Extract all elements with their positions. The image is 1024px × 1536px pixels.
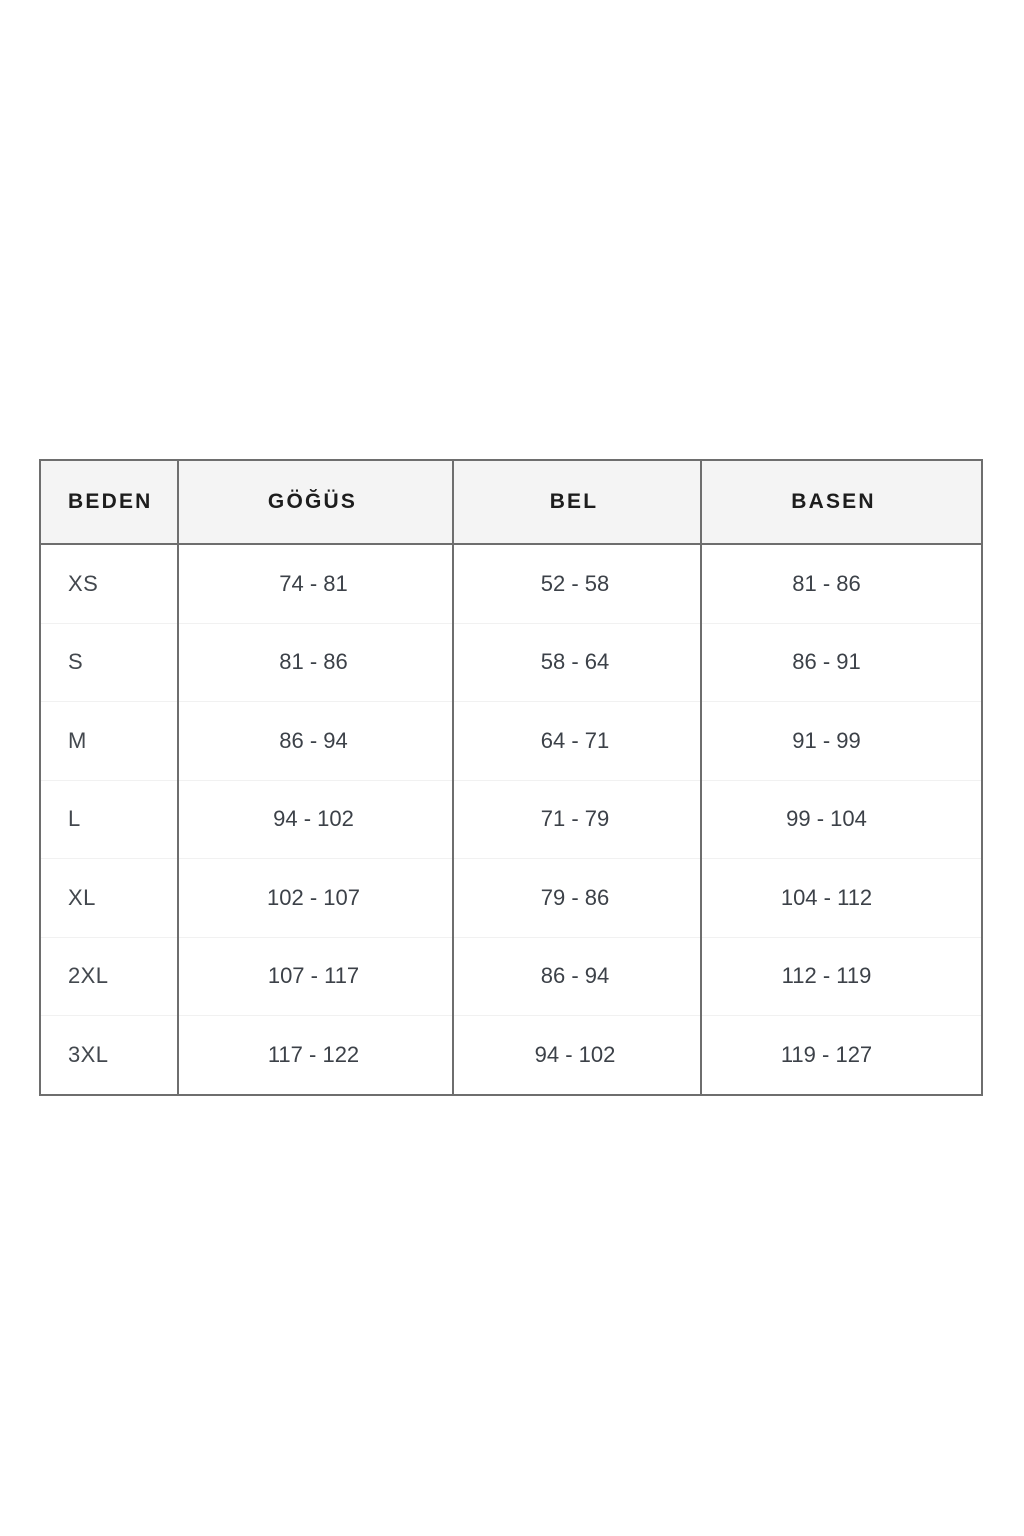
cell-gogus-value: 94 - 102: [273, 806, 354, 832]
cell-basen: 91 - 99: [701, 701, 982, 781]
cell-gogus-value: 117 - 122: [267, 1041, 360, 1067]
size-chart-body: XS 74 - 81 52 - 58 81 - 86 S 81 - 86 58 …: [40, 544, 982, 1095]
cell-basen-value: 99 - 104: [786, 806, 867, 832]
table-row: 3XL 117 - 122 94 - 102 119 - 127: [40, 1015, 982, 1095]
cell-basen-value: 104 - 112: [780, 884, 873, 910]
cell-gogus: 86 - 94: [178, 701, 454, 781]
cell-gogus: 94 - 102: [178, 780, 454, 859]
cell-bel-value: 58 - 64: [540, 649, 610, 675]
column-header-basen: BASEN: [701, 460, 982, 545]
cell-basen-value: 119 - 127: [780, 1041, 873, 1067]
cell-bel: 86 - 94: [453, 937, 702, 1016]
column-header-beden: BEDEN: [40, 460, 179, 545]
size-chart-table: BEDEN GÖĞÜS BEL BASEN XS 74 - 81 52 - 58…: [39, 459, 983, 1096]
cell-beden: XL: [40, 858, 179, 938]
cell-bel-value: 71 - 79: [540, 806, 610, 832]
cell-basen: 119 - 127: [701, 1015, 982, 1095]
cell-bel-value: 86 - 94: [540, 963, 610, 989]
cell-gogus: 107 - 117: [178, 937, 454, 1016]
table-row: S 81 - 86 58 - 64 86 - 91: [40, 623, 982, 702]
column-header-beden-label: BEDEN: [68, 490, 153, 513]
cell-bel: 94 - 102: [453, 1015, 702, 1095]
table-row: 2XL 107 - 117 86 - 94 112 - 119: [40, 937, 982, 1016]
cell-basen-value: 91 - 99: [792, 727, 861, 753]
cell-bel-value: 79 - 86: [540, 884, 610, 910]
cell-gogus-value: 74 - 81: [279, 570, 348, 596]
cell-bel: 58 - 64: [453, 623, 702, 702]
cell-bel-value: 94 - 102: [534, 1041, 616, 1067]
cell-beden: M: [40, 701, 179, 781]
size-chart-container: BEDEN GÖĞÜS BEL BASEN XS 74 - 81 52 - 58…: [39, 459, 983, 1096]
cell-bel-value: 64 - 71: [540, 727, 610, 753]
table-row: L 94 - 102 71 - 79 99 - 104: [40, 780, 982, 859]
cell-beden: 2XL: [40, 937, 179, 1016]
cell-gogus-value: 102 - 107: [267, 884, 360, 910]
cell-gogus: 102 - 107: [178, 858, 454, 938]
cell-gogus: 81 - 86: [178, 623, 454, 702]
table-row: M 86 - 94 64 - 71 91 - 99: [40, 701, 982, 781]
header-row: BEDEN GÖĞÜS BEL BASEN: [40, 460, 982, 545]
cell-basen-value: 81 - 86: [792, 570, 861, 596]
column-header-gogus-label: GÖĞÜS: [267, 490, 358, 513]
cell-gogus: 117 - 122: [178, 1015, 454, 1095]
cell-bel: 64 - 71: [453, 701, 702, 781]
cell-beden: XS: [40, 544, 179, 624]
size-chart-header: BEDEN GÖĞÜS BEL BASEN: [40, 460, 982, 545]
cell-gogus-value: 107 - 117: [267, 963, 360, 989]
cell-bel: 71 - 79: [453, 780, 702, 859]
cell-basen-value: 112 - 119: [781, 963, 872, 989]
cell-basen: 81 - 86: [701, 544, 982, 624]
cell-gogus-value: 86 - 94: [279, 727, 348, 753]
table-row: XS 74 - 81 52 - 58 81 - 86: [40, 544, 982, 624]
cell-beden: 3XL: [40, 1015, 179, 1095]
cell-bel: 52 - 58: [453, 544, 702, 624]
cell-gogus-value: 81 - 86: [279, 649, 348, 675]
column-header-bel-label: BEL: [549, 490, 599, 513]
cell-basen-value: 86 - 91: [792, 649, 861, 675]
cell-basen: 104 - 112: [701, 858, 982, 938]
cell-beden: L: [40, 780, 179, 859]
cell-bel: 79 - 86: [453, 858, 702, 938]
cell-gogus: 74 - 81: [178, 544, 454, 624]
cell-basen: 112 - 119: [701, 937, 982, 1016]
cell-bel-value: 52 - 58: [540, 570, 610, 596]
cell-basen: 99 - 104: [701, 780, 982, 859]
column-header-gogus: GÖĞÜS: [178, 460, 454, 545]
column-header-bel: BEL: [453, 460, 702, 545]
cell-beden: S: [40, 623, 179, 702]
column-header-basen-label: BASEN: [791, 490, 876, 513]
cell-basen: 86 - 91: [701, 623, 982, 702]
table-row: XL 102 - 107 79 - 86 104 - 112: [40, 858, 982, 938]
